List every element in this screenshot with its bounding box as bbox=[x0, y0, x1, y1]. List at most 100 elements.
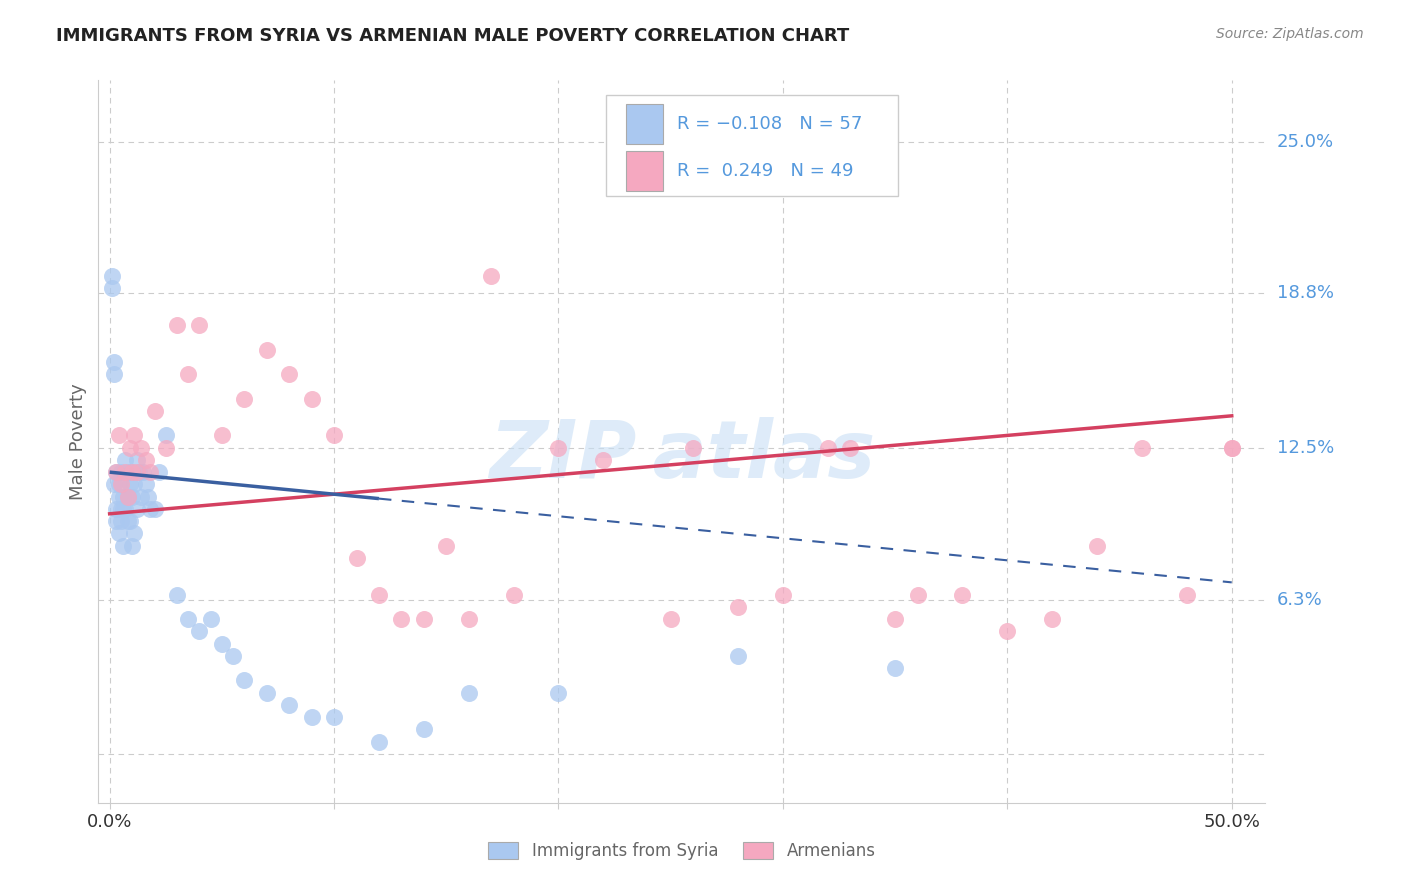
Point bbox=[166, 318, 188, 333]
Point bbox=[907, 588, 929, 602]
Point bbox=[114, 502, 136, 516]
Point bbox=[346, 550, 368, 565]
Point bbox=[112, 502, 135, 516]
Point bbox=[155, 428, 177, 442]
Point bbox=[547, 685, 569, 699]
Point bbox=[479, 269, 502, 284]
Point bbox=[112, 539, 135, 553]
Text: 6.3%: 6.3% bbox=[1277, 591, 1322, 608]
Point bbox=[118, 514, 141, 528]
Point bbox=[117, 514, 139, 528]
Point bbox=[110, 477, 132, 491]
Point bbox=[222, 648, 245, 663]
Point bbox=[233, 673, 256, 688]
Point bbox=[121, 539, 143, 553]
Point bbox=[110, 514, 132, 528]
Point bbox=[368, 734, 391, 748]
Point bbox=[105, 514, 128, 528]
Point bbox=[148, 465, 170, 479]
Point bbox=[502, 588, 524, 602]
Point bbox=[124, 526, 146, 541]
Point bbox=[129, 490, 152, 504]
Point bbox=[118, 477, 141, 491]
Point bbox=[1040, 612, 1063, 626]
Point bbox=[107, 490, 129, 504]
Text: 18.8%: 18.8% bbox=[1277, 285, 1333, 302]
Point bbox=[128, 465, 150, 479]
Text: IMMIGRANTS FROM SYRIA VS ARMENIAN MALE POVERTY CORRELATION CHART: IMMIGRANTS FROM SYRIA VS ARMENIAN MALE P… bbox=[56, 27, 849, 45]
Point bbox=[995, 624, 1018, 639]
Point bbox=[135, 453, 157, 467]
Point bbox=[177, 367, 200, 381]
Point bbox=[101, 281, 124, 295]
Point bbox=[1130, 441, 1153, 455]
Point bbox=[389, 612, 412, 626]
Point bbox=[143, 502, 166, 516]
Point bbox=[256, 343, 278, 357]
Point bbox=[107, 526, 129, 541]
Point bbox=[117, 490, 139, 504]
Point bbox=[368, 588, 391, 602]
Point bbox=[301, 392, 323, 406]
Point bbox=[105, 465, 128, 479]
Point bbox=[166, 588, 188, 602]
Point bbox=[105, 502, 128, 516]
Point bbox=[112, 490, 135, 504]
Point bbox=[124, 477, 146, 491]
Point bbox=[117, 465, 139, 479]
Point bbox=[107, 428, 129, 442]
Point bbox=[129, 441, 152, 455]
Point bbox=[125, 465, 148, 479]
Text: Source: ZipAtlas.com: Source: ZipAtlas.com bbox=[1216, 27, 1364, 41]
Bar bbox=[626, 104, 664, 144]
Point bbox=[727, 648, 749, 663]
Point bbox=[103, 355, 125, 369]
Point bbox=[103, 477, 125, 491]
Point bbox=[592, 453, 614, 467]
Point bbox=[457, 612, 479, 626]
Point bbox=[233, 392, 256, 406]
Point bbox=[114, 453, 136, 467]
Point bbox=[101, 269, 124, 284]
Bar bbox=[626, 152, 664, 191]
Point bbox=[135, 477, 157, 491]
Point bbox=[1085, 539, 1108, 553]
Point bbox=[107, 477, 129, 491]
Point bbox=[952, 588, 974, 602]
Point bbox=[139, 502, 162, 516]
Point bbox=[772, 588, 794, 602]
Point bbox=[1220, 441, 1243, 455]
Point bbox=[211, 637, 233, 651]
Text: ZIP atlas: ZIP atlas bbox=[489, 417, 875, 495]
Point bbox=[110, 502, 132, 516]
Text: R = −0.108   N = 57: R = −0.108 N = 57 bbox=[678, 115, 863, 133]
Point bbox=[817, 441, 839, 455]
Point bbox=[278, 698, 301, 712]
Point bbox=[412, 612, 434, 626]
Point bbox=[412, 723, 434, 737]
Point bbox=[105, 465, 128, 479]
Text: R =  0.249   N = 49: R = 0.249 N = 49 bbox=[678, 162, 853, 180]
Point bbox=[121, 490, 143, 504]
Point bbox=[114, 465, 136, 479]
FancyBboxPatch shape bbox=[606, 95, 898, 196]
Point bbox=[117, 490, 139, 504]
Y-axis label: Male Poverty: Male Poverty bbox=[69, 384, 87, 500]
Point bbox=[278, 367, 301, 381]
Point bbox=[323, 710, 346, 724]
Point bbox=[1175, 588, 1198, 602]
Text: 25.0%: 25.0% bbox=[1277, 133, 1334, 151]
Point bbox=[323, 428, 346, 442]
Point bbox=[118, 441, 141, 455]
Point bbox=[434, 539, 457, 553]
Point bbox=[839, 441, 862, 455]
Point bbox=[682, 441, 704, 455]
Point bbox=[155, 441, 177, 455]
Text: 12.5%: 12.5% bbox=[1277, 439, 1334, 457]
Point bbox=[124, 428, 146, 442]
Point bbox=[121, 465, 143, 479]
Point bbox=[188, 318, 211, 333]
Point bbox=[139, 465, 162, 479]
Point bbox=[211, 428, 233, 442]
Point bbox=[256, 685, 278, 699]
